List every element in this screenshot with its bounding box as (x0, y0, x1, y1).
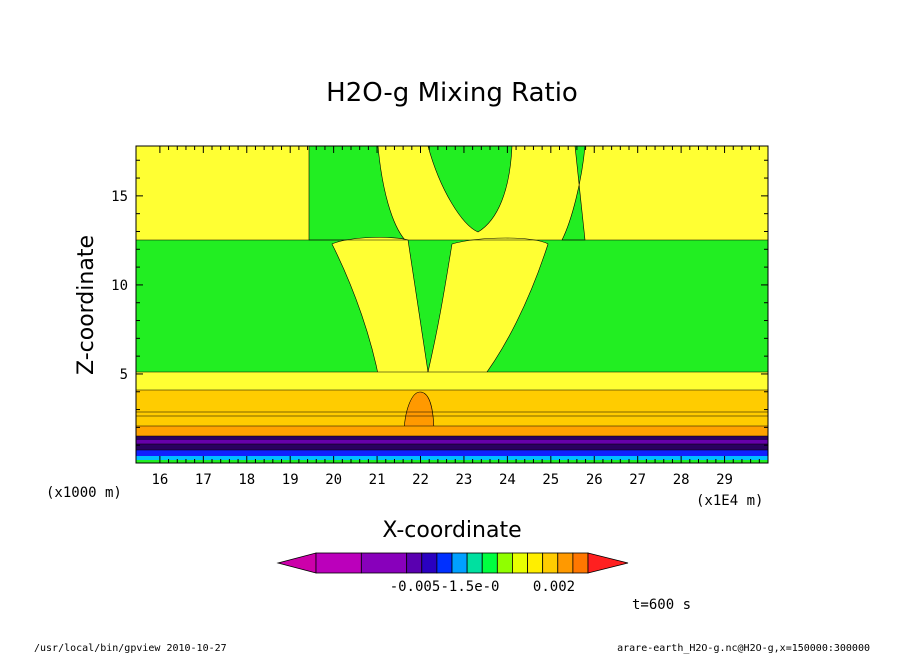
field-band-gold (136, 390, 768, 431)
field-band-cyan (136, 456, 768, 460)
field-band-green-low (136, 460, 768, 463)
x-unit-right: (x1E4 m) (696, 493, 763, 509)
colorbar-swatch (527, 552, 544, 574)
x-tick-label: 18 (238, 472, 255, 488)
colorbar-swatch (466, 552, 483, 574)
field-band-blue (136, 450, 768, 456)
colorbar-swatch (315, 552, 362, 574)
field-band-orange (136, 426, 768, 436)
x-tick-label: 24 (499, 472, 516, 488)
field-band-yellow-low (136, 372, 768, 392)
field-plume-left-yellow (331, 237, 429, 385)
plot-frame (135, 145, 769, 464)
y-tick-label: 15 (111, 189, 128, 205)
colorbar-swatch (436, 552, 453, 574)
colorbar-swatch (572, 552, 589, 574)
field-plume-right-yellow (427, 237, 549, 385)
y-axis-tick-labels: 5 10 15 (111, 189, 128, 383)
footer-left: /usr/local/bin/gpview 2010-10-27 (34, 643, 227, 654)
colorbar-swatch (481, 552, 498, 574)
x-tick-label: 21 (369, 472, 386, 488)
colorbar-arrow-left (276, 552, 317, 574)
colorbar-label: -1.5e-0 (440, 579, 499, 595)
colorbar-labels: -0.005 -1.5e-0 0.002 (390, 579, 575, 595)
colorbar-swatch (512, 552, 528, 574)
contour-lines (136, 239, 768, 451)
field-dome-yellow (390, 371, 452, 390)
y-axis-ticks (136, 159, 768, 446)
colorbar (276, 552, 629, 574)
x-tick-label: 27 (629, 472, 646, 488)
y-tick-label: 10 (111, 278, 128, 294)
x-tick-label: 25 (542, 472, 559, 488)
x-tick-label: 29 (716, 472, 733, 488)
field-plume-center-green (427, 146, 513, 233)
x-axis-label: X-coordinate (382, 518, 521, 543)
x-tick-label: 23 (456, 472, 473, 488)
colorbar-swatch (542, 552, 559, 574)
colorbar-label: -0.005 (390, 579, 441, 595)
field-band-purple (136, 440, 768, 444)
x-tick-label: 20 (325, 472, 342, 488)
colorbar-swatch (421, 552, 438, 574)
colorbar-swatch (360, 552, 408, 574)
chart-title: H2O-g Mixing Ratio (326, 78, 578, 108)
x-axis-ticks (159, 146, 760, 463)
colorbar-swatch (557, 552, 574, 574)
time-label: t=600 s (632, 597, 691, 613)
field-dome-orange (403, 391, 435, 437)
x-tick-label: 16 (151, 472, 168, 488)
y-tick-label: 5 (120, 367, 128, 383)
footer-right: arare-earth_H2O-g.nc@H2O-g,x=150000:3000… (617, 643, 870, 654)
plot-area (136, 146, 768, 463)
colorbar-arrow-right (587, 552, 629, 574)
x-tick-label: 26 (586, 472, 603, 488)
colorbar-label: 0.002 (533, 579, 575, 595)
colorbar-swatch (406, 552, 423, 574)
x-unit-left: (x1000 m) (46, 485, 122, 501)
y-axis-label: Z-coordinate (74, 235, 99, 375)
x-tick-label: 22 (412, 472, 429, 488)
colorbar-swatch (451, 552, 468, 574)
x-tick-label: 19 (282, 472, 299, 488)
x-tick-label: 17 (195, 472, 212, 488)
x-tick-label: 28 (673, 472, 690, 488)
x-axis-tick-labels: 16 17 18 19 20 21 22 23 24 25 26 27 28 29 (151, 472, 733, 488)
colorbar-swatch (496, 552, 513, 574)
